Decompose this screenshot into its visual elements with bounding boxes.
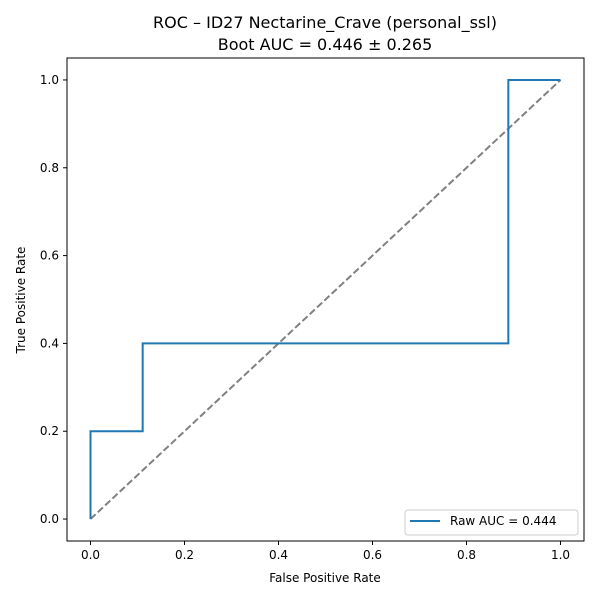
x-axis-ticks: 0.0 0.2 0.4 0.6 0.8 1.0 <box>81 541 570 562</box>
y-tick-label: 0.2 <box>40 424 59 438</box>
y-tick-label: 0.8 <box>40 161 59 175</box>
y-tick-label: 1.0 <box>40 73 59 87</box>
x-tick-label: 0.6 <box>363 548 382 562</box>
y-tick-label: 0.0 <box>40 512 59 526</box>
series-line-roc-curve <box>89 78 561 520</box>
plot-area <box>89 78 562 520</box>
chart-title-line-2: Boot AUC = 0.446 ± 0.265 <box>218 35 433 54</box>
legend-box <box>404 509 579 536</box>
x-tick-label: 1.0 <box>551 548 570 562</box>
x-tick-label: 0.4 <box>269 548 288 562</box>
y-tick-label: 0.4 <box>40 336 59 350</box>
chart-title-line-1: ROC – ID27 Nectarine_Crave (personal_ssl… <box>153 13 497 33</box>
y-tick-label: 0.6 <box>40 249 59 263</box>
x-tick-label: 0.2 <box>175 548 194 562</box>
legend: Raw AUC = 0.444 <box>404 509 579 536</box>
plot-frame <box>66 57 585 542</box>
x-axis-label: False Positive Rate <box>269 571 381 585</box>
x-tick-label: 0.8 <box>457 548 476 562</box>
legend-label-raw-auc: Raw AUC = 0.444 <box>450 514 556 528</box>
y-axis-label: True Positive Rate <box>14 247 28 355</box>
x-tick-label: 0.0 <box>81 548 100 562</box>
y-axis-ticks: 0.0 0.2 0.4 0.6 0.8 1.0 <box>40 73 67 526</box>
series-line-chance-diagonal <box>89 79 562 520</box>
